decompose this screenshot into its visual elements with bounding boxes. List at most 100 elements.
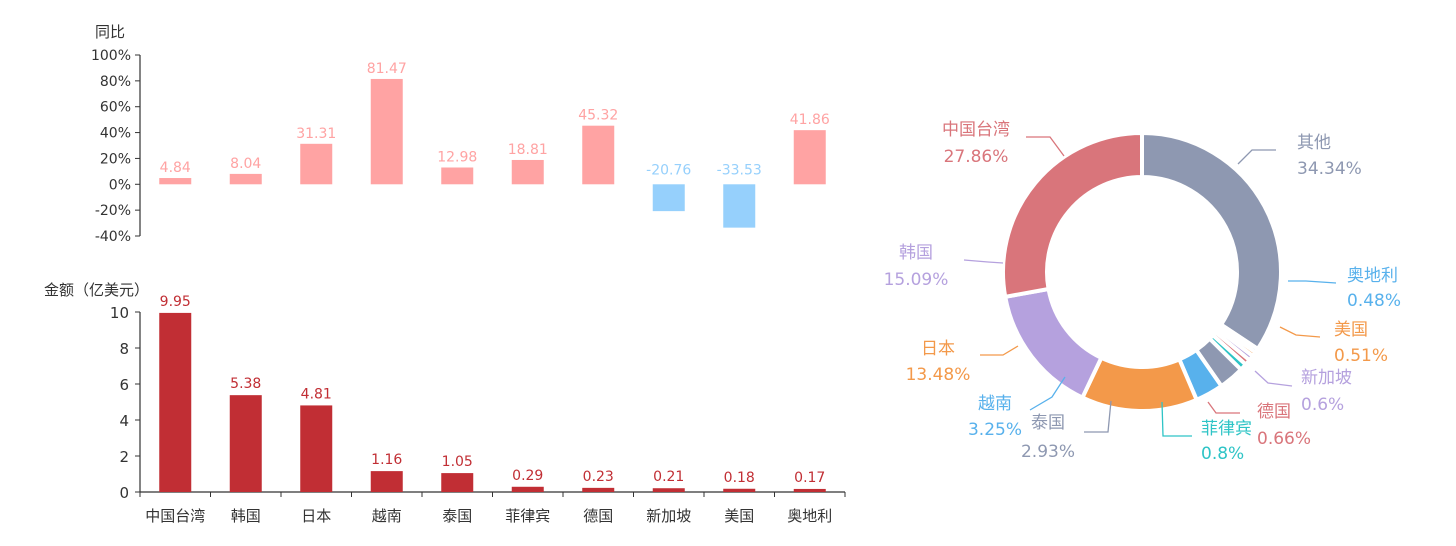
data-label: 31.31 (296, 126, 336, 142)
data-label: 18.81 (508, 142, 548, 158)
data-label: -20.76 (646, 162, 691, 178)
slice-percent-label: 3.25% (968, 420, 1022, 440)
amount-bar-chart: 0 2 4 6 8 10 金额（亿美元） 9.95 中国台湾 5.38 韩国 4.81 日本 1.16 越南… (44, 281, 846, 525)
donut-slice (1002, 286, 1104, 401)
y-tick-label: 80% (100, 74, 131, 90)
x-tick-label: 德国 (583, 507, 613, 525)
data-label: 4.84 (160, 160, 191, 176)
y-tick-label: 8 (119, 340, 129, 358)
x-tick-label: 泰国 (442, 507, 472, 525)
label-leader-line (1084, 400, 1112, 433)
bar (511, 486, 544, 492)
label-leader-line (980, 345, 1019, 356)
y-tick-label: -40% (95, 229, 131, 245)
y-tick-label: 60% (100, 100, 131, 116)
data-label: 45.32 (578, 108, 618, 124)
yoy-bar-chart: -40% -20% 0% 20% 40% 60% 80% 100% 同比 4.84 8.04 31.3… (91, 23, 830, 245)
label-leader-line (1254, 370, 1293, 387)
x-tick-label: 韩国 (231, 507, 261, 525)
y-tick-label: 2 (119, 448, 129, 466)
data-label: 12.98 (437, 150, 477, 166)
data-label: 5.38 (230, 376, 261, 392)
label-leader-line (1161, 401, 1192, 437)
data-label: -33.53 (717, 162, 762, 178)
label-leader-line (963, 259, 1004, 264)
slice-percent-label: 15.09% (884, 270, 949, 290)
slice-percent-label: 2.93% (1021, 442, 1075, 462)
y-tick-label: 6 (119, 376, 129, 394)
bar (370, 78, 403, 185)
label-leader-line (1237, 149, 1276, 165)
slice-percent-label: 0.8% (1201, 444, 1244, 464)
label-leader-line (1279, 326, 1321, 338)
label-leader-line (1029, 376, 1066, 411)
y-tick-label: 0 (119, 484, 129, 502)
slice-percent-label: 0.51% (1334, 346, 1388, 366)
slice-percent-label: 27.86% (944, 147, 1009, 167)
bar (723, 184, 756, 228)
x-tick-label: 中国台湾 (145, 507, 205, 525)
bar (511, 159, 544, 185)
y-tick-label: 20% (100, 151, 131, 167)
bar (441, 473, 474, 492)
x-tick-label: 越南 (372, 507, 402, 525)
bar (370, 471, 403, 492)
data-label: 0.23 (583, 469, 614, 485)
y-tick-label: -20% (95, 203, 131, 219)
data-label: 0.21 (653, 469, 684, 485)
share-donut-chart: 其他 34.34% 奥地利 0.48% 美国 0.51%新加坡 0.6% 德国 0.66%菲律宾… (884, 120, 1401, 464)
data-label: 8.04 (230, 156, 261, 172)
bar (229, 395, 262, 492)
x-tick-label: 美国 (724, 507, 754, 525)
slice-percent-label: 0.6% (1301, 395, 1344, 415)
bar (229, 173, 262, 185)
data-label: 4.81 (301, 386, 332, 402)
slice-name-label: 日本 (921, 339, 955, 359)
bar (652, 184, 685, 212)
bar (582, 487, 615, 492)
data-label: 0.29 (512, 468, 543, 484)
data-label: 9.95 (160, 294, 191, 310)
donut-slice (1001, 130, 1144, 300)
slice-name-label: 韩国 (899, 243, 933, 263)
y-tick-label: 40% (100, 126, 131, 142)
bar (793, 488, 826, 492)
bar (159, 178, 192, 185)
bar (300, 143, 333, 185)
slice-percent-label: 0.48% (1347, 291, 1401, 311)
bar (441, 167, 474, 185)
slice-percent-label: 13.48% (906, 365, 971, 385)
x-tick-label: 日本 (301, 507, 331, 525)
slice-percent-label: 0.66% (1257, 429, 1311, 449)
x-tick-label: 新加坡 (646, 507, 691, 525)
slice-name-label: 奥地利 (1347, 266, 1398, 286)
slice-percent-label: 34.34% (1297, 159, 1362, 179)
data-label: 81.47 (367, 61, 407, 77)
y-axis-title: 同比 (95, 23, 125, 41)
y-tick-label: 0% (109, 177, 131, 193)
label-leader-line (1288, 280, 1337, 284)
y-axis-title: 金额（亿美元） (44, 281, 149, 299)
bar (582, 125, 615, 185)
slice-name-label: 德国 (1257, 402, 1291, 422)
x-tick-label: 菲律宾 (505, 507, 550, 525)
data-label: 1.16 (371, 452, 402, 468)
donut-slice (1140, 130, 1283, 352)
bar (159, 312, 192, 492)
slice-name-label: 菲律宾 (1201, 419, 1252, 439)
x-tick-label: 奥地利 (787, 507, 832, 525)
label-leader-line (1026, 136, 1065, 157)
bar (723, 488, 756, 492)
data-label: 41.86 (790, 112, 830, 128)
slice-name-label: 美国 (1334, 320, 1368, 340)
bar (793, 130, 826, 185)
slice-name-label: 其他 (1297, 133, 1331, 153)
y-tick-label: 100% (91, 48, 131, 64)
label-leader-line (1207, 401, 1240, 414)
bar (300, 405, 333, 492)
y-tick-label: 10 (110, 304, 129, 322)
slice-name-label: 中国台湾 (942, 120, 1010, 140)
data-label: 1.05 (442, 454, 473, 470)
slice-name-label: 越南 (978, 394, 1012, 414)
